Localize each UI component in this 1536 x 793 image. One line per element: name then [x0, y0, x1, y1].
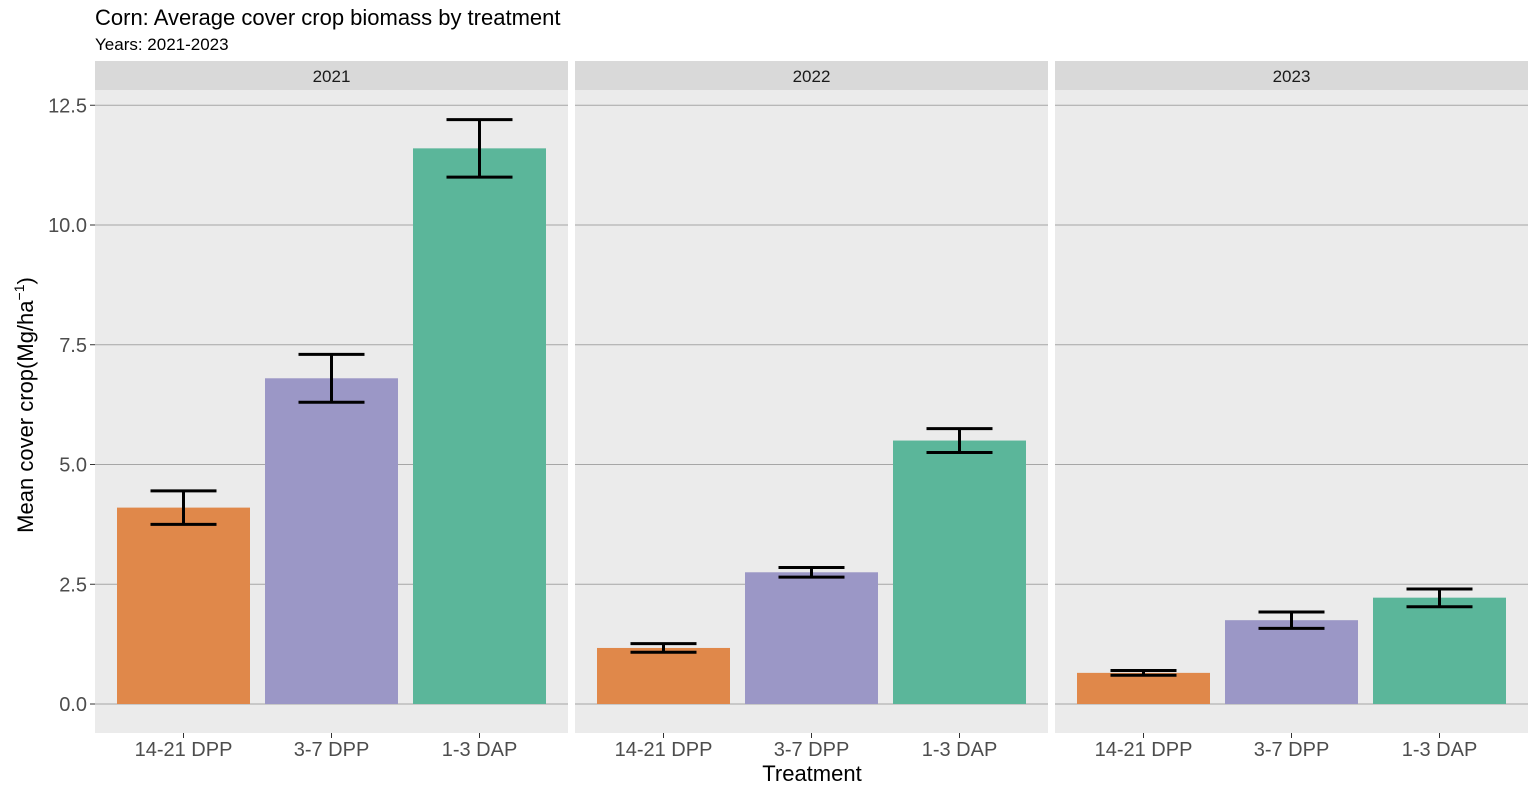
y-tick-label: 7.5	[59, 335, 87, 357]
y-tick-label: 2.5	[59, 574, 87, 596]
bar-2021-1-3-DAP	[413, 148, 546, 705]
y-axis-title: Mean cover crop(Mg/ha−1)	[11, 277, 38, 533]
facet-strip	[95, 61, 568, 90]
bar-2022-1-3-DAP	[893, 440, 1026, 704]
x-tick-label: 14-21 DPP	[615, 739, 713, 761]
bar-2023-1-3-DAP	[1373, 597, 1506, 704]
error-bar	[446, 118, 513, 179]
y-tick-label: 12.5	[48, 95, 87, 117]
facet-strip	[1055, 61, 1528, 90]
error-bar	[1258, 610, 1325, 630]
x-tick-label: 3-7 DPP	[294, 739, 370, 761]
facet-strip-label: 2021	[313, 67, 351, 86]
facet-strip	[575, 61, 1048, 90]
x-tick-label: 1-3 DAP	[1402, 739, 1478, 761]
facet-strip-label: 2022	[793, 67, 831, 86]
error-bar	[1406, 587, 1473, 609]
x-tick-label: 14-21 DPP	[1095, 739, 1193, 761]
y-tick-label: 5.0	[59, 455, 87, 477]
bar-2022-14-21-DPP	[597, 647, 730, 704]
bar-2021-14-21-DPP	[117, 507, 250, 704]
error-bar	[926, 427, 993, 455]
bar-2023-14-21-DPP	[1077, 672, 1210, 704]
chart-title: Corn: Average cover crop biomass by trea…	[95, 5, 560, 30]
y-axis-title-close: )	[13, 277, 38, 284]
error-bar	[630, 642, 697, 654]
bar-2023-3-7-DPP	[1225, 620, 1358, 704]
y-axis-title-text: Mean cover crop(Mg/ha	[13, 300, 38, 533]
x-tick-label: 3-7 DPP	[774, 739, 850, 761]
facet-panel-2023: 2023 14-21 DPP 3-7 DPP 1-3 DAP	[1055, 61, 1528, 761]
facet-panel-2021: 2021 14-21 DPP 3-7 DPP 1-3 DAP	[95, 61, 568, 761]
y-tick-label: 10.0	[48, 215, 87, 237]
x-tick-label: 3-7 DPP	[1254, 739, 1330, 761]
bar-2022-3-7-DPP	[745, 572, 878, 704]
chart-subtitle: Years: 2021-2023	[95, 35, 229, 54]
x-axis-title: Treatment	[762, 761, 861, 786]
facet-panel-2022: 2022 14-21 DPP 3-7 DPP 1-3 DAP	[575, 61, 1048, 761]
error-bar	[298, 352, 365, 404]
y-axis-title-superscript: −1	[11, 284, 27, 300]
error-bar	[150, 489, 217, 526]
facets-layer: 2021 14-21 DPP 3-7 DPP 1-3 DAP 2022 14-21 DPP…	[95, 61, 1528, 761]
error-bar	[778, 565, 845, 579]
error-bar	[1110, 668, 1177, 677]
x-tick-label: 14-21 DPP	[135, 739, 233, 761]
bar-2021-3-7-DPP	[265, 378, 398, 704]
y-tick-label: 0.0	[59, 694, 87, 716]
x-tick-label: 1-3 DAP	[922, 739, 998, 761]
facet-strip-label: 2023	[1273, 67, 1311, 86]
y-axis: 0.0 2.5 5.0 7.5 10.0 12.5	[48, 95, 1440, 738]
x-tick-label: 1-3 DAP	[442, 739, 518, 761]
